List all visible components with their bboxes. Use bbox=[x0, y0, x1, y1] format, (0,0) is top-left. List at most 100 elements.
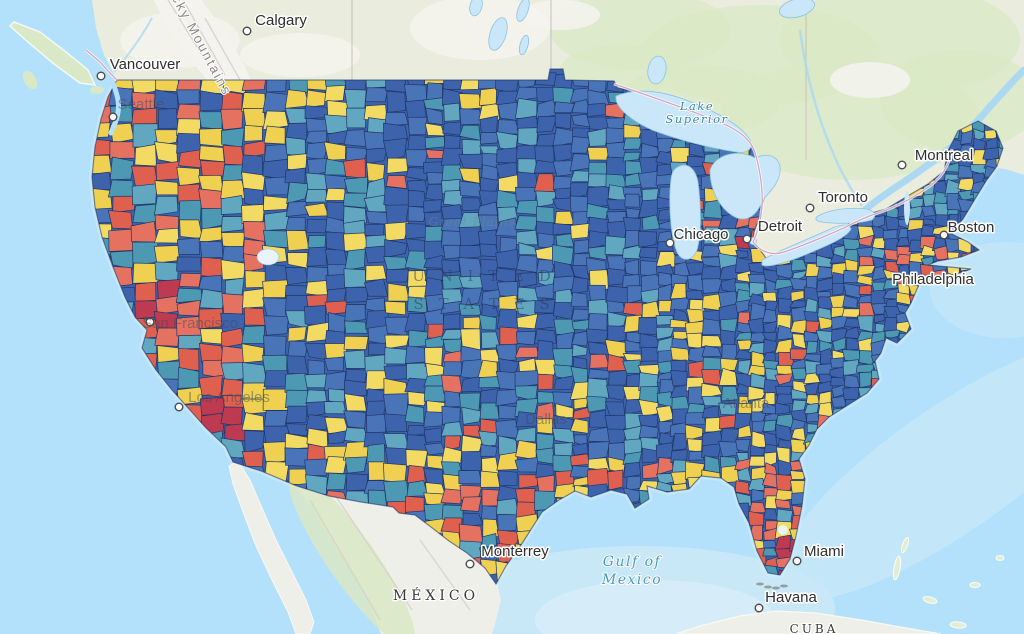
county-cell[interactable] bbox=[343, 335, 369, 350]
county-cell[interactable] bbox=[701, 369, 722, 386]
county-cell[interactable] bbox=[132, 241, 159, 266]
county-cell[interactable] bbox=[842, 295, 858, 309]
county-cell[interactable] bbox=[922, 193, 936, 208]
county-cell[interactable] bbox=[479, 402, 500, 420]
county-cell[interactable] bbox=[441, 374, 463, 394]
county-cell[interactable] bbox=[198, 111, 223, 130]
county-cell[interactable] bbox=[818, 316, 834, 330]
county-cell[interactable] bbox=[263, 335, 287, 357]
county-cell[interactable] bbox=[958, 144, 974, 156]
county-cell[interactable] bbox=[625, 207, 641, 219]
county-cell[interactable] bbox=[534, 282, 557, 299]
county-cell[interactable] bbox=[220, 108, 244, 131]
county-cell[interactable] bbox=[777, 297, 794, 314]
county-cell[interactable] bbox=[324, 248, 348, 267]
county-cell[interactable] bbox=[944, 173, 961, 182]
county-cell[interactable] bbox=[570, 291, 588, 308]
county-cell[interactable] bbox=[804, 381, 820, 397]
county-cell[interactable] bbox=[763, 379, 780, 396]
county-cell[interactable] bbox=[386, 90, 407, 113]
county-cell[interactable] bbox=[461, 406, 482, 425]
county-cell[interactable] bbox=[534, 358, 558, 376]
county-cell[interactable] bbox=[670, 370, 688, 387]
county-cell[interactable] bbox=[763, 527, 778, 541]
county-cell[interactable] bbox=[871, 237, 886, 249]
county-cell[interactable] bbox=[384, 221, 410, 242]
county-cell[interactable] bbox=[305, 280, 329, 297]
county-cell[interactable] bbox=[515, 97, 538, 119]
county-cell[interactable] bbox=[569, 153, 592, 172]
county-cell[interactable] bbox=[386, 268, 409, 283]
county-cell[interactable] bbox=[763, 539, 777, 549]
county-cell[interactable] bbox=[221, 293, 244, 315]
county-cell[interactable] bbox=[479, 87, 497, 106]
county-cell[interactable] bbox=[286, 423, 309, 437]
county-cell[interactable] bbox=[284, 167, 306, 185]
county-cell[interactable] bbox=[198, 226, 224, 243]
county-cell[interactable] bbox=[224, 277, 245, 297]
county-cell[interactable] bbox=[154, 227, 180, 244]
county-cell[interactable] bbox=[404, 250, 428, 271]
county-cell[interactable] bbox=[458, 153, 484, 170]
county-cell[interactable] bbox=[285, 201, 308, 217]
county-cell[interactable] bbox=[176, 237, 200, 255]
county-cell[interactable] bbox=[220, 259, 246, 281]
county-cell[interactable] bbox=[462, 424, 481, 438]
county-cell[interactable] bbox=[624, 259, 640, 276]
county-cell[interactable] bbox=[857, 234, 875, 247]
county-cell[interactable] bbox=[870, 247, 886, 259]
county-cell[interactable] bbox=[344, 393, 367, 412]
county-cell[interactable] bbox=[109, 156, 135, 181]
county-cell[interactable] bbox=[440, 300, 463, 315]
county-cell[interactable] bbox=[640, 346, 660, 362]
county-cell[interactable] bbox=[176, 299, 201, 317]
county-cell[interactable] bbox=[441, 504, 464, 520]
county-cell[interactable] bbox=[934, 214, 949, 228]
county-cell[interactable] bbox=[132, 123, 159, 148]
county-cell[interactable] bbox=[721, 385, 739, 402]
county-cell[interactable] bbox=[537, 373, 554, 391]
county-cell[interactable] bbox=[586, 395, 607, 413]
county-cell[interactable] bbox=[343, 410, 367, 429]
county-cell[interactable] bbox=[346, 107, 367, 129]
county-cell[interactable] bbox=[383, 365, 410, 381]
county-cell[interactable] bbox=[304, 458, 328, 477]
county-cell[interactable] bbox=[176, 89, 200, 105]
county-cell[interactable] bbox=[153, 245, 180, 264]
county-cell[interactable] bbox=[365, 264, 387, 282]
county-cell[interactable] bbox=[587, 216, 610, 234]
county-cell[interactable] bbox=[670, 449, 688, 463]
county-cell[interactable] bbox=[305, 414, 329, 431]
county-cell[interactable] bbox=[285, 389, 308, 408]
county-cell[interactable] bbox=[285, 405, 308, 424]
county-cell[interactable] bbox=[858, 284, 873, 295]
county-cell[interactable] bbox=[570, 222, 591, 240]
county-cell[interactable] bbox=[220, 195, 244, 215]
county-cell[interactable] bbox=[984, 129, 997, 140]
county-cell[interactable] bbox=[154, 180, 182, 196]
county-cell[interactable] bbox=[220, 216, 245, 233]
county-cell[interactable] bbox=[555, 233, 575, 248]
county-cell[interactable] bbox=[671, 432, 688, 451]
county-cell[interactable] bbox=[586, 102, 608, 118]
county-cell[interactable] bbox=[517, 171, 538, 190]
county-cell[interactable] bbox=[655, 442, 674, 460]
county-cell[interactable] bbox=[921, 205, 936, 217]
county-cell[interactable] bbox=[496, 147, 519, 164]
county-cell[interactable] bbox=[606, 300, 626, 314]
county-cell[interactable] bbox=[304, 373, 328, 389]
county-cell[interactable] bbox=[263, 195, 290, 211]
county-cell[interactable] bbox=[408, 329, 429, 348]
county-cell[interactable] bbox=[762, 547, 778, 557]
county-cell[interactable] bbox=[816, 254, 832, 268]
county-cell[interactable] bbox=[284, 372, 308, 393]
county-cell[interactable] bbox=[686, 332, 703, 349]
county-cell[interactable] bbox=[460, 287, 483, 308]
county-cell[interactable] bbox=[477, 430, 499, 447]
county-cell[interactable] bbox=[515, 439, 537, 461]
county-cell[interactable] bbox=[177, 366, 200, 389]
county-cell[interactable] bbox=[178, 334, 203, 350]
county-cell[interactable] bbox=[365, 400, 387, 417]
county-cell[interactable] bbox=[638, 424, 659, 440]
